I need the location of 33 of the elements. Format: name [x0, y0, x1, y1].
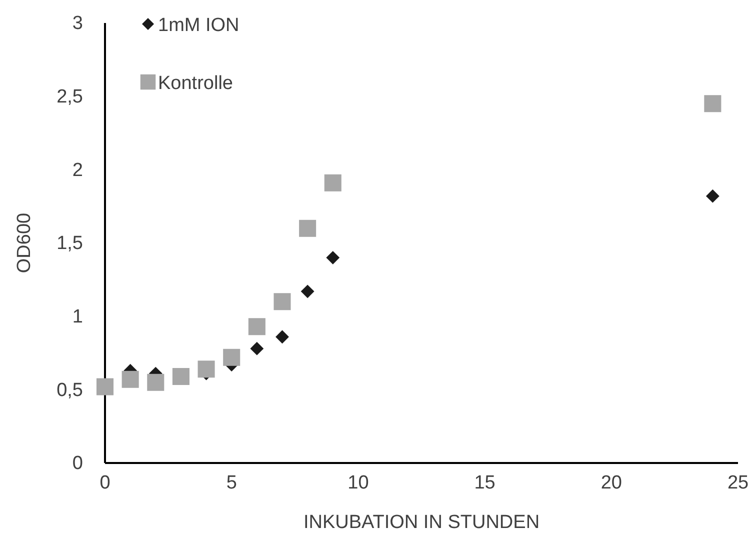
point — [250, 342, 264, 356]
point — [223, 348, 240, 366]
x-tick-label: 15 — [474, 472, 496, 494]
point — [706, 189, 720, 203]
x-tick-label: 10 — [348, 472, 369, 494]
y-tick-label: 1 — [72, 306, 83, 328]
point — [198, 360, 215, 378]
x-tick-label: 5 — [226, 472, 237, 494]
point — [274, 293, 291, 310]
legend-label: 1mM ION — [158, 15, 240, 36]
y-tick-label: 1,5 — [56, 233, 83, 254]
point — [276, 330, 289, 344]
point — [704, 95, 722, 112]
y-tick-label: 2,5 — [56, 86, 83, 108]
y-tick-label: 3 — [72, 13, 83, 34]
y-tick-label: 0,5 — [56, 380, 83, 401]
y-tick-label: 2 — [72, 160, 83, 181]
y-axis-title: OD600 — [14, 212, 35, 274]
x-tick-label: 20 — [600, 472, 622, 494]
point — [147, 374, 164, 391]
point — [326, 250, 340, 264]
point — [299, 220, 316, 237]
point — [96, 378, 114, 396]
point — [300, 284, 314, 298]
y-tick-label: 0 — [72, 453, 83, 474]
point — [172, 368, 190, 385]
legend-label: Kontrolle — [158, 73, 233, 94]
x-tick-label: 0 — [100, 472, 110, 494]
point — [324, 174, 342, 192]
x-tick-label: 25 — [727, 472, 749, 494]
point — [122, 370, 139, 388]
point — [248, 318, 266, 336]
x-axis-title: INKUBATION IN STUNDEN — [303, 512, 540, 533]
